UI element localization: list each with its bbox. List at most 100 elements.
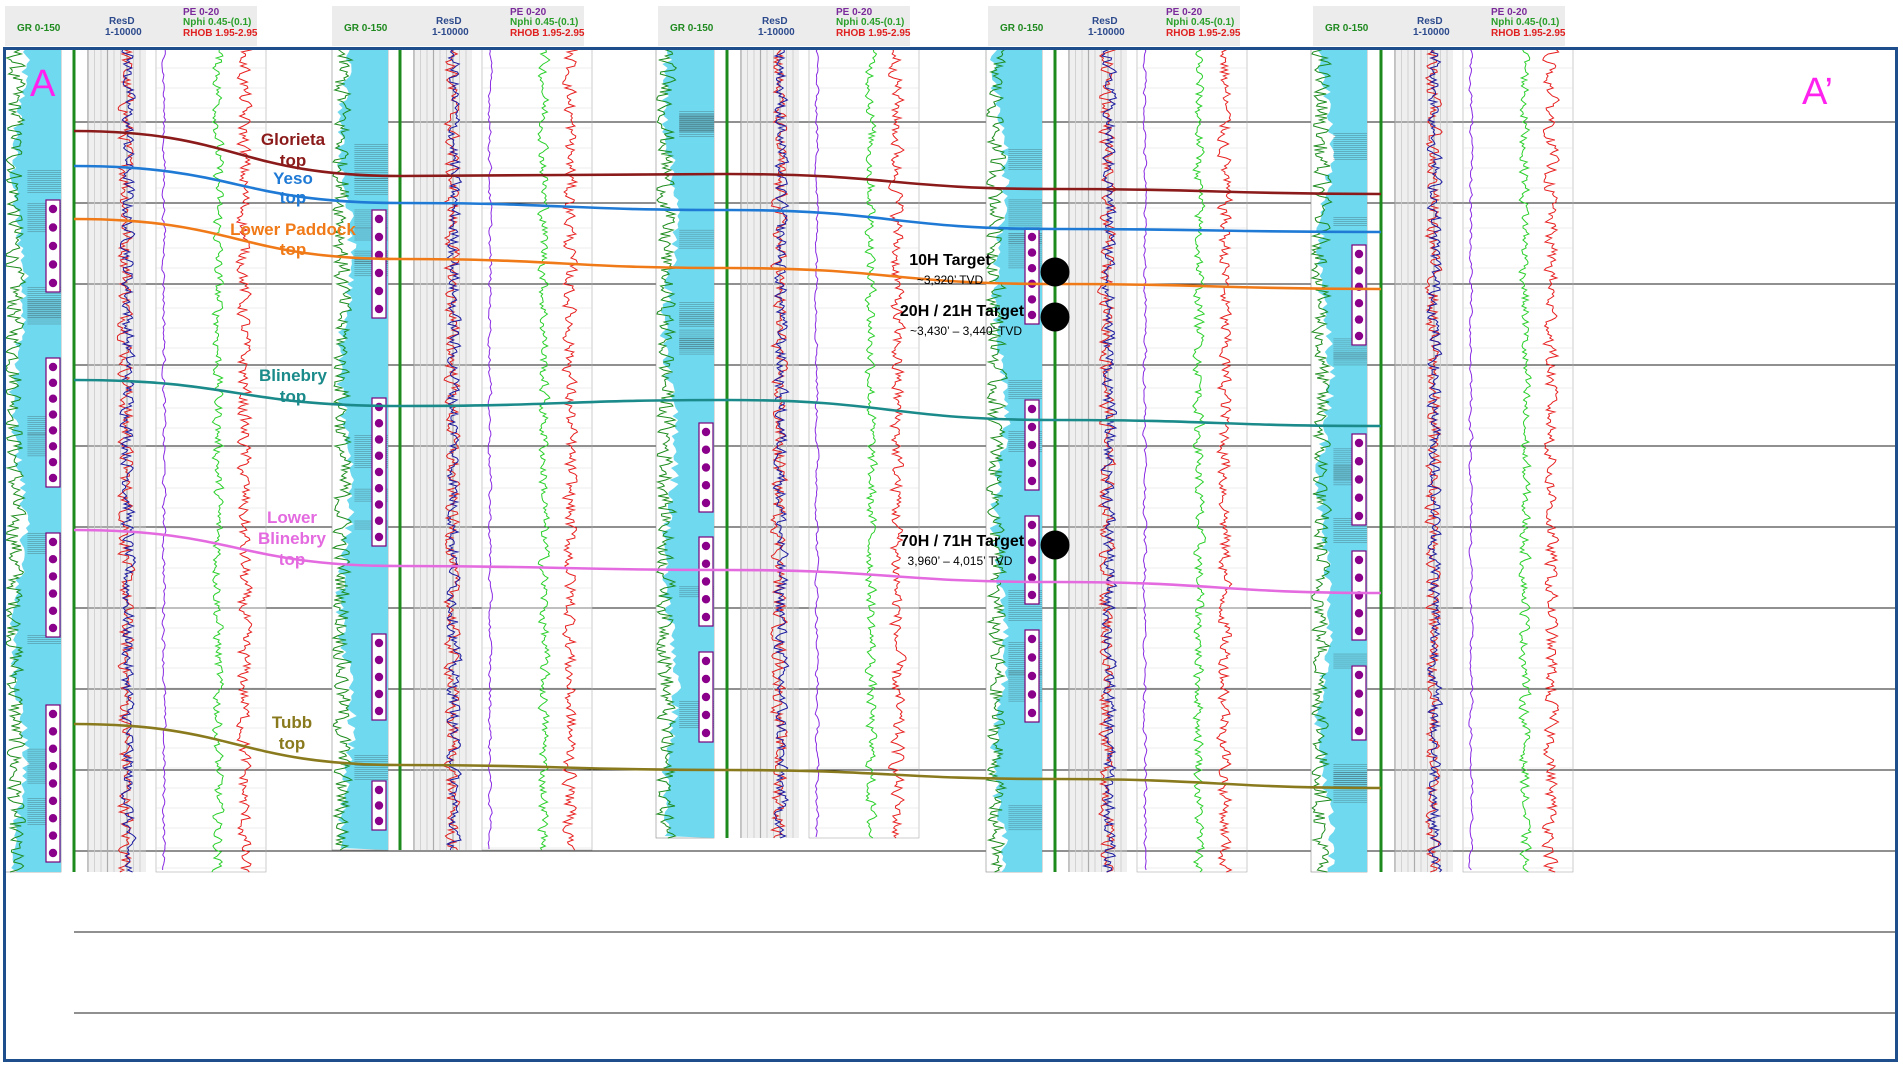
perforation-marker [701,692,711,702]
perforation-marker [374,655,384,665]
perforation-marker [1027,708,1037,718]
target-depth: ~3,430’ – 3,440’ TVD [910,324,1022,338]
perforation-marker [48,410,58,419]
perforation-marker [1027,555,1037,565]
perforation-stages [45,199,1367,863]
well-log-1 [4,47,267,873]
perforation-marker [1027,422,1037,432]
rhob-curve [561,47,579,851]
target-depth: 3,960’ – 4,015’ TVD [908,554,1013,568]
gr-track-label: GR 0-150 [1000,23,1044,34]
perforation-marker [374,801,384,810]
perforation-marker [374,672,384,682]
gr-track-label: GR 0-150 [670,23,714,34]
perforation-marker [48,555,58,564]
perforation-marker [701,559,711,568]
perforation-marker [1354,573,1364,582]
rhob-curve [887,47,907,839]
formation-top-line [73,164,1382,234]
perforation-marker [48,378,58,388]
res-track-label: ResD [109,16,135,27]
perforation-marker [701,445,711,454]
perforation-marker [48,831,58,840]
perforation-marker [1354,315,1364,324]
perforation-marker [1027,264,1037,273]
perforation-marker [48,589,58,598]
perforation-marker [374,268,384,278]
formation-top-line [73,722,1382,790]
formation-top-line [73,217,1382,291]
perforation-marker [1027,520,1037,530]
perforation-marker [701,674,711,684]
perforation-marker [48,814,58,823]
perforation-marker [1027,634,1037,644]
nphi-curve [536,47,551,851]
section-start-label: A [30,63,56,105]
formation-top-suffix: top [279,734,305,753]
nphi-track-label: Nphi 0.45-(0.1) [183,17,252,28]
well-header-3: GR 0-150 ResD 1-10000 PE 0-20 Nphi 0.45-(0.1… [658,6,910,46]
perforation-marker [374,286,384,296]
perforation-marker [374,706,384,716]
nphi-track-label: Nphi 0.45-(0.1) [1491,17,1560,28]
nphi-track-label: Nphi 0.45-(0.1) [1166,17,1235,28]
rhob-curve [1541,47,1560,873]
perforation-marker [1027,690,1037,699]
perforation-marker [701,463,711,472]
rhob-track-label: RHOB 1.95-2.95 [183,28,258,39]
well-header-5: GR 0-150 ResD 1-10000 PE 0-20 Nphi 0.45-(0.1… [1313,6,1565,46]
perforation-marker [374,532,384,542]
perforation-marker [1027,671,1037,681]
well-header-4: GR 0-150 ResD 1-10000 PE 0-20 Nphi 0.45-(0.1… [988,6,1240,46]
perforation-marker [48,796,58,806]
res-deep-curve [445,47,463,851]
perforation-interval [1024,227,1040,325]
res-track-label: ResD [1417,16,1443,27]
res-range-label: 1-10000 [758,27,795,38]
res-deep-curve [1100,47,1118,873]
rhob-curve [1215,47,1234,873]
perforation-marker [1354,475,1364,484]
perforation-marker [1027,653,1037,662]
res-track [741,48,799,838]
perforation-interval [1351,244,1367,346]
perforation-marker [374,689,384,699]
res-track-label: ResD [762,16,788,27]
perforation-marker [1354,726,1364,736]
formation-top-name: Blinebry [259,366,328,385]
gr-curve [4,47,27,873]
perforation-marker [374,435,384,444]
perforation-marker [1354,555,1364,565]
perforation-marker [1354,299,1364,308]
res-track-label: ResD [1092,16,1118,27]
perforation-marker [48,394,58,403]
well-header-2: GR 0-150 ResD 1-10000 PE 0-20 Nphi 0.45-(0.1… [332,6,584,46]
gr-fill [659,48,714,838]
perforation-marker [701,498,711,508]
perforation-marker [1027,476,1037,486]
res-range-label: 1-10000 [105,27,142,38]
perforation-marker [1354,266,1364,275]
perforation-marker [374,816,384,826]
perforation-marker [374,232,384,242]
perforation-marker [48,761,58,771]
res-range-label: 1-10000 [1088,27,1125,38]
perforation-marker [48,572,58,581]
perforation-marker [48,848,58,858]
perforation-marker [701,577,711,586]
perforation-marker [1354,331,1364,341]
res-shallow-curve [442,47,462,851]
perforation-marker [701,595,711,604]
perforation-marker [48,278,58,288]
perforation-marker [1027,232,1037,242]
perforation-marker [1354,670,1364,680]
nphi-curve [1518,47,1533,873]
target-name: 70H / 71H Target [900,533,1025,550]
formation-top-suffix: top [280,188,306,207]
gr-curve [655,47,678,839]
perforation-marker [374,484,384,493]
target-name: 20H / 21H Target [900,303,1025,320]
